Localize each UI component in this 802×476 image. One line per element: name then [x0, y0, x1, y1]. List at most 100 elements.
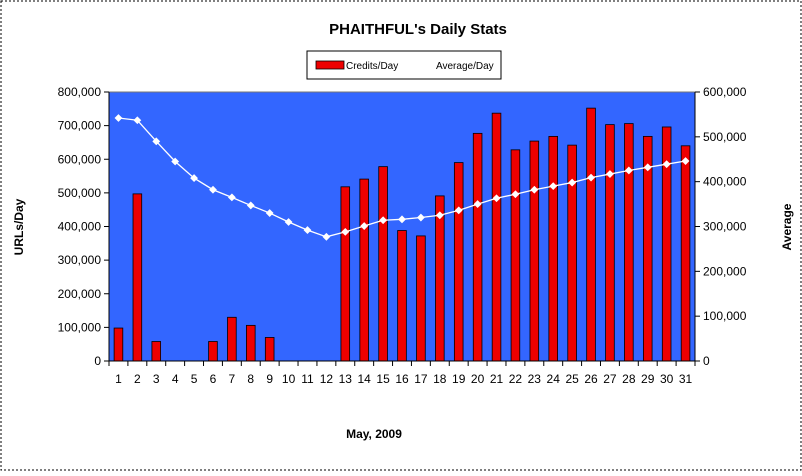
bar-credits-day-17: [416, 235, 426, 362]
x-tick-label-16: 16: [395, 372, 409, 386]
bar-credits-day-7: [227, 316, 237, 362]
y2-tick-label: 400,000: [703, 175, 747, 189]
bar-credits-day-6: [208, 341, 218, 362]
average-point-17: [416, 213, 425, 222]
bar-credits-day-23: [529, 140, 540, 362]
bar-credits-day-9: [264, 337, 275, 362]
x-tick-label-26: 26: [584, 372, 598, 386]
x-tick-label-4: 4: [172, 372, 179, 386]
x-tick-label-21: 21: [490, 372, 504, 386]
bar-credits-day-1: [113, 327, 124, 362]
average-point-10: [284, 218, 293, 226]
average-point-19: [454, 206, 463, 215]
y2-tick-label: 0: [703, 354, 710, 368]
x-tick-label-24: 24: [547, 372, 561, 386]
average-point-16: [398, 215, 406, 224]
bar-credits-day-14: [359, 178, 369, 362]
x-tick-label-7: 7: [229, 372, 236, 386]
bar-credits-day-18: [435, 195, 445, 362]
average-point-2: [133, 116, 142, 125]
average-point-20: [473, 200, 482, 208]
average-point-31: [681, 157, 690, 165]
bar-credits-day-20: [472, 132, 483, 362]
y-tick-label: 500,000: [58, 186, 102, 200]
bar-credits-day-31: [680, 145, 691, 362]
x-tick-label-11: 11: [301, 372, 314, 386]
bar-credits-day-21: [491, 112, 502, 362]
average-point-8: [246, 201, 255, 210]
x-tick-label-22: 22: [509, 372, 523, 386]
average-point-27: [606, 170, 614, 178]
average-line-layer: [114, 114, 690, 241]
x-tick-label-23: 23: [528, 372, 542, 386]
average-point-26: [587, 173, 595, 182]
y2-tick-label: 200,000: [703, 264, 747, 278]
bar-credits-day-24: [548, 135, 558, 362]
bar-credits-day-16: [397, 230, 407, 362]
axes-layer: 1 2 3 4 5 6 7 8 9 10 11 12 13 14 15 16 17 18 19 20 21 22 23 24 2…: [58, 85, 747, 386]
average-point-6: [209, 185, 217, 194]
average-point-28: [624, 166, 633, 175]
legend-label-credits: Credits/Day: [346, 61, 398, 72]
average-point-22: [511, 190, 520, 199]
x-tick-label-14: 14: [358, 372, 372, 386]
y2-axis-title: Average: [780, 203, 794, 250]
bar-credits-day-28: [624, 123, 634, 362]
average-point-25: [568, 178, 577, 187]
y-tick-label: 0: [94, 354, 101, 368]
average-point-15: [379, 216, 388, 225]
bar-credits-day-19: [453, 162, 464, 362]
x-tick-label-19: 19: [452, 372, 466, 386]
x-tick-label-29: 29: [641, 372, 655, 386]
average-point-21: [492, 194, 501, 203]
legend-swatch-credits: [315, 60, 345, 70]
average-point-11: [303, 226, 312, 234]
x-tick-label-8: 8: [247, 372, 254, 386]
y-tick-label: 200,000: [58, 287, 102, 301]
bar-credits-day-3: [151, 341, 162, 362]
x-tick-label-9: 9: [266, 372, 273, 386]
average-point-18: [435, 211, 444, 220]
bar-credits-day-25: [567, 144, 577, 362]
average-point-30: [662, 160, 671, 169]
average-point-1: [114, 114, 123, 122]
x-tick-label-13: 13: [339, 372, 353, 386]
x-axis-title: May, 2009: [346, 427, 402, 441]
x-tick-label-5: 5: [191, 372, 198, 386]
y2-tick-label: 100,000: [703, 309, 747, 323]
average-point-7: [227, 193, 236, 202]
average-point-12: [322, 232, 331, 241]
average-point-14: [360, 222, 369, 230]
y-tick-label: 400,000: [58, 220, 102, 234]
x-tick-label-25: 25: [565, 372, 579, 386]
y2-tick-label: 600,000: [703, 85, 747, 99]
x-tick-label-31: 31: [679, 372, 693, 386]
average-point-23: [530, 185, 539, 194]
y-tick-label: 700,000: [58, 119, 102, 133]
average-point-29: [643, 163, 652, 172]
x-tick-label-15: 15: [376, 372, 390, 386]
x-tick-label-2: 2: [134, 372, 141, 386]
average-point-13: [341, 227, 350, 236]
x-tick-label-27: 27: [603, 372, 617, 386]
y-tick-label: 300,000: [58, 253, 102, 267]
average-point-3: [152, 137, 161, 146]
y-tick-label: 100,000: [58, 320, 102, 334]
x-tick-label-3: 3: [153, 372, 160, 386]
x-tick-label-12: 12: [320, 372, 334, 386]
x-tick-label-28: 28: [622, 372, 636, 386]
average-point-9: [265, 209, 274, 217]
x-tick-label-17: 17: [414, 372, 428, 386]
legend-label-average: Average/Day: [436, 61, 494, 72]
average-point-5: [190, 174, 198, 182]
x-tick-label-30: 30: [660, 372, 674, 386]
x-tick-label-20: 20: [471, 372, 485, 386]
average-point-24: [549, 182, 558, 191]
y-tick-label: 800,000: [58, 85, 102, 99]
y2-tick-label: 300,000: [703, 220, 747, 234]
bars-layer: [113, 107, 691, 362]
bar-credits-day-22: [510, 149, 521, 362]
bar-credits-day-2: [132, 193, 143, 362]
